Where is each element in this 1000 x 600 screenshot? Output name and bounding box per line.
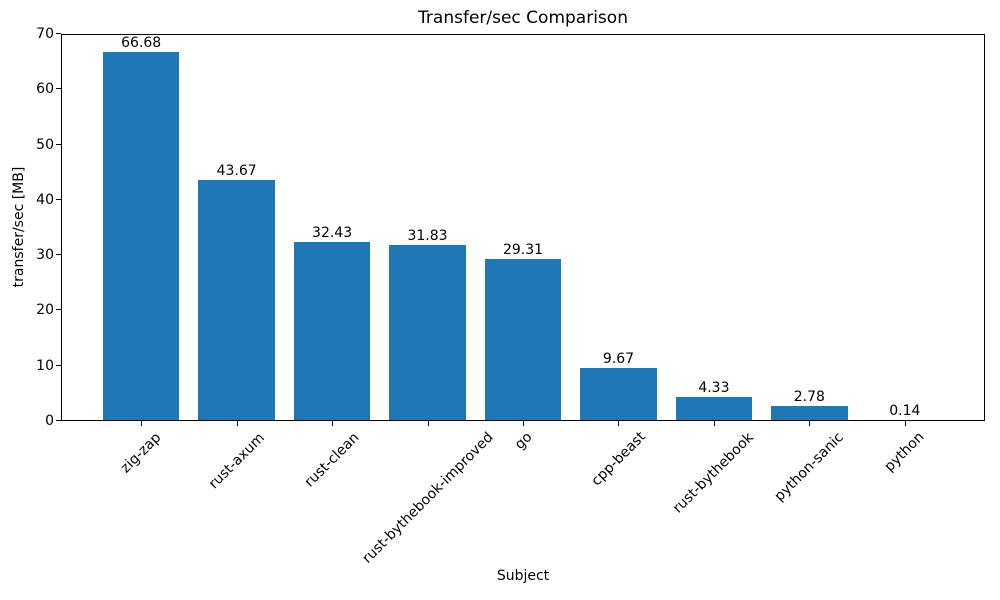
x-tick-mark — [141, 421, 142, 426]
y-tick-label: 10 — [36, 357, 54, 374]
bar-value-label: 66.68 — [121, 35, 162, 52]
x-tick-label-rust-bythebook: rust-bythebook — [670, 429, 758, 517]
y-tick-mark — [56, 309, 61, 310]
y-axis-label: transfer/sec [MB] — [11, 166, 27, 288]
x-tick-label-rust-bythebook-improved: rust-bythebook-improved — [358, 429, 497, 567]
bar-value-label: 0.14 — [889, 402, 921, 419]
x-tick-mark — [905, 421, 906, 426]
bar-rust-clean — [293, 241, 371, 421]
y-tick-label: 0 — [45, 413, 54, 429]
bar-value-label: 4.33 — [698, 380, 730, 397]
bar-rust-axum — [198, 179, 275, 421]
x-tick-mark — [332, 421, 333, 426]
bar-value-label: 31.83 — [407, 228, 448, 245]
y-tick-label: 30 — [36, 247, 54, 264]
x-tick-label-python-sanic: python-sanic — [771, 429, 848, 505]
bar-value-label: 32.43 — [312, 224, 353, 241]
bar-value-label: 2.78 — [793, 388, 825, 405]
y-tick-label: 50 — [36, 136, 54, 153]
y-tick-mark — [56, 199, 61, 200]
y-tick-label: 60 — [36, 81, 54, 98]
y-tick-mark — [56, 254, 61, 255]
y-tick-mark — [56, 88, 61, 89]
y-tick-mark — [56, 420, 61, 421]
x-tick-label-cpp-beast: cpp-beast — [588, 429, 649, 490]
bar-value-label: 43.67 — [216, 162, 257, 179]
x-tick-mark — [618, 421, 619, 426]
x-tick-mark — [428, 421, 429, 426]
bar-python-sanic — [771, 405, 848, 421]
x-tick-mark — [809, 421, 810, 426]
y-tick-mark — [56, 365, 61, 366]
x-tick-label-zig-zap: zig-zap — [117, 429, 165, 477]
y-tick-label: 20 — [36, 302, 54, 319]
x-tick-mark — [237, 421, 238, 426]
x-tick-mark — [523, 421, 524, 426]
x-tick-mark — [714, 421, 715, 426]
bar-value-label: 9.67 — [602, 350, 635, 367]
x-tick-label-rust-axum: rust-axum — [205, 429, 268, 492]
y-tick-mark — [56, 144, 61, 145]
y-tick-label: 40 — [36, 191, 54, 208]
bar-rust-bythebook-improved — [389, 245, 466, 421]
y-tick-mark — [56, 33, 61, 34]
x-tick-label-go: go — [511, 429, 536, 453]
bar-go — [484, 258, 562, 421]
x-tick-label-rust-clean: rust-clean — [301, 429, 363, 491]
x-axis-label: Subject — [496, 568, 550, 584]
chart-title: Transfer/sec Comparison — [418, 8, 628, 28]
x-tick-label-python: python — [881, 429, 928, 476]
bar-python — [866, 419, 943, 421]
y-tick-label: 70 — [36, 26, 54, 42]
bar-rust-bythebook — [675, 397, 753, 421]
bar-value-label: 29.31 — [502, 241, 544, 258]
bar-cpp-beast — [580, 367, 657, 421]
bar-zig-zap — [103, 52, 180, 421]
